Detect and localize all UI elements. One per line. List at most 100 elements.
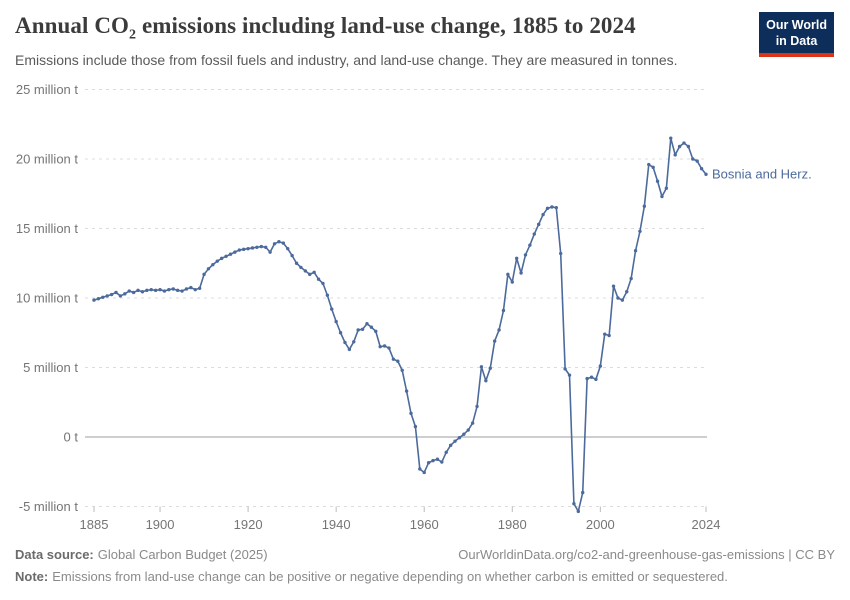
data-point[interactable]: [255, 245, 259, 249]
data-point[interactable]: [633, 249, 638, 253]
data-point[interactable]: [435, 457, 440, 461]
data-point[interactable]: [404, 389, 409, 393]
data-point[interactable]: [294, 261, 299, 265]
data-point[interactable]: [616, 296, 620, 300]
emissions-line[interactable]: [93, 137, 707, 513]
data-point[interactable]: [426, 461, 431, 465]
data-point[interactable]: [497, 328, 501, 332]
data-point[interactable]: [167, 287, 171, 292]
data-point[interactable]: [197, 286, 202, 290]
data-point[interactable]: [484, 379, 488, 383]
data-point[interactable]: [501, 308, 506, 313]
data-point[interactable]: [470, 421, 475, 425]
data-point[interactable]: [153, 288, 158, 293]
data-point[interactable]: [215, 259, 219, 263]
data-point[interactable]: [686, 144, 691, 149]
data-point[interactable]: [440, 460, 444, 464]
data-point[interactable]: [374, 329, 378, 334]
data-point[interactable]: [268, 250, 272, 254]
data-point[interactable]: [567, 373, 572, 377]
data-point[interactable]: [264, 245, 268, 249]
data-point[interactable]: [572, 502, 576, 506]
data-point[interactable]: [453, 439, 457, 443]
data-point[interactable]: [655, 179, 660, 183]
data-point[interactable]: [171, 287, 175, 291]
data-point[interactable]: [237, 248, 241, 252]
data-point[interactable]: [246, 246, 250, 251]
data-point[interactable]: [131, 290, 136, 295]
data-point[interactable]: [308, 272, 312, 277]
data-point[interactable]: [400, 368, 404, 372]
data-point[interactable]: [620, 298, 625, 302]
data-point[interactable]: [669, 136, 673, 140]
data-point[interactable]: [277, 240, 281, 244]
data-point[interactable]: [563, 367, 567, 371]
data-point[interactable]: [682, 141, 686, 145]
data-point[interactable]: [369, 325, 374, 329]
data-point[interactable]: [184, 287, 189, 291]
data-point[interactable]: [550, 205, 554, 209]
data-point[interactable]: [444, 450, 448, 454]
data-point[interactable]: [149, 287, 153, 292]
data-point[interactable]: [396, 359, 400, 363]
data-point[interactable]: [422, 470, 426, 475]
owid-logo[interactable]: Our World in Data: [759, 12, 834, 57]
data-point[interactable]: [695, 159, 699, 163]
data-point[interactable]: [140, 290, 145, 294]
data-point[interactable]: [347, 347, 352, 352]
data-point[interactable]: [528, 243, 532, 247]
data-point[interactable]: [418, 467, 422, 471]
data-point[interactable]: [303, 269, 308, 273]
data-point[interactable]: [594, 377, 598, 382]
data-point[interactable]: [611, 284, 616, 288]
data-point[interactable]: [651, 165, 655, 170]
data-point[interactable]: [462, 432, 466, 436]
data-point[interactable]: [581, 490, 585, 495]
data-point[interactable]: [677, 144, 682, 149]
data-point[interactable]: [576, 509, 581, 514]
data-point[interactable]: [660, 194, 664, 199]
data-point[interactable]: [211, 262, 215, 267]
data-point[interactable]: [514, 256, 519, 261]
data-point[interactable]: [598, 364, 603, 368]
data-point[interactable]: [272, 242, 277, 246]
data-point[interactable]: [136, 288, 140, 293]
data-point[interactable]: [664, 186, 669, 190]
data-point[interactable]: [409, 411, 413, 416]
data-point[interactable]: [338, 331, 343, 335]
data-point[interactable]: [334, 319, 338, 324]
data-point[interactable]: [488, 366, 492, 370]
data-point[interactable]: [638, 229, 642, 233]
data-point[interactable]: [114, 290, 118, 295]
data-point[interactable]: [356, 328, 360, 332]
data-point[interactable]: [316, 277, 321, 281]
data-point[interactable]: [413, 424, 418, 429]
data-point[interactable]: [118, 294, 123, 298]
data-point[interactable]: [224, 254, 228, 258]
data-point[interactable]: [673, 153, 677, 157]
data-point[interactable]: [233, 250, 237, 254]
data-point[interactable]: [625, 290, 629, 294]
data-point[interactable]: [545, 206, 550, 211]
data-point[interactable]: [607, 333, 611, 338]
data-point[interactable]: [554, 205, 559, 210]
data-point[interactable]: [241, 247, 246, 252]
data-point[interactable]: [457, 435, 462, 440]
data-point[interactable]: [382, 344, 387, 348]
data-point[interactable]: [479, 365, 484, 369]
data-point[interactable]: [642, 204, 647, 208]
data-point[interactable]: [299, 265, 303, 270]
data-point[interactable]: [506, 272, 510, 277]
data-point[interactable]: [589, 375, 594, 379]
data-point[interactable]: [281, 241, 286, 245]
data-point[interactable]: [123, 292, 127, 296]
data-point[interactable]: [105, 294, 109, 298]
data-point[interactable]: [202, 272, 206, 277]
data-point[interactable]: [228, 252, 233, 256]
series-end-label[interactable]: Bosnia and Herz.: [712, 166, 812, 181]
data-point[interactable]: [96, 296, 101, 301]
data-point[interactable]: [704, 172, 708, 176]
data-point[interactable]: [585, 376, 589, 381]
data-point[interactable]: [325, 293, 330, 297]
data-point[interactable]: [365, 322, 369, 326]
